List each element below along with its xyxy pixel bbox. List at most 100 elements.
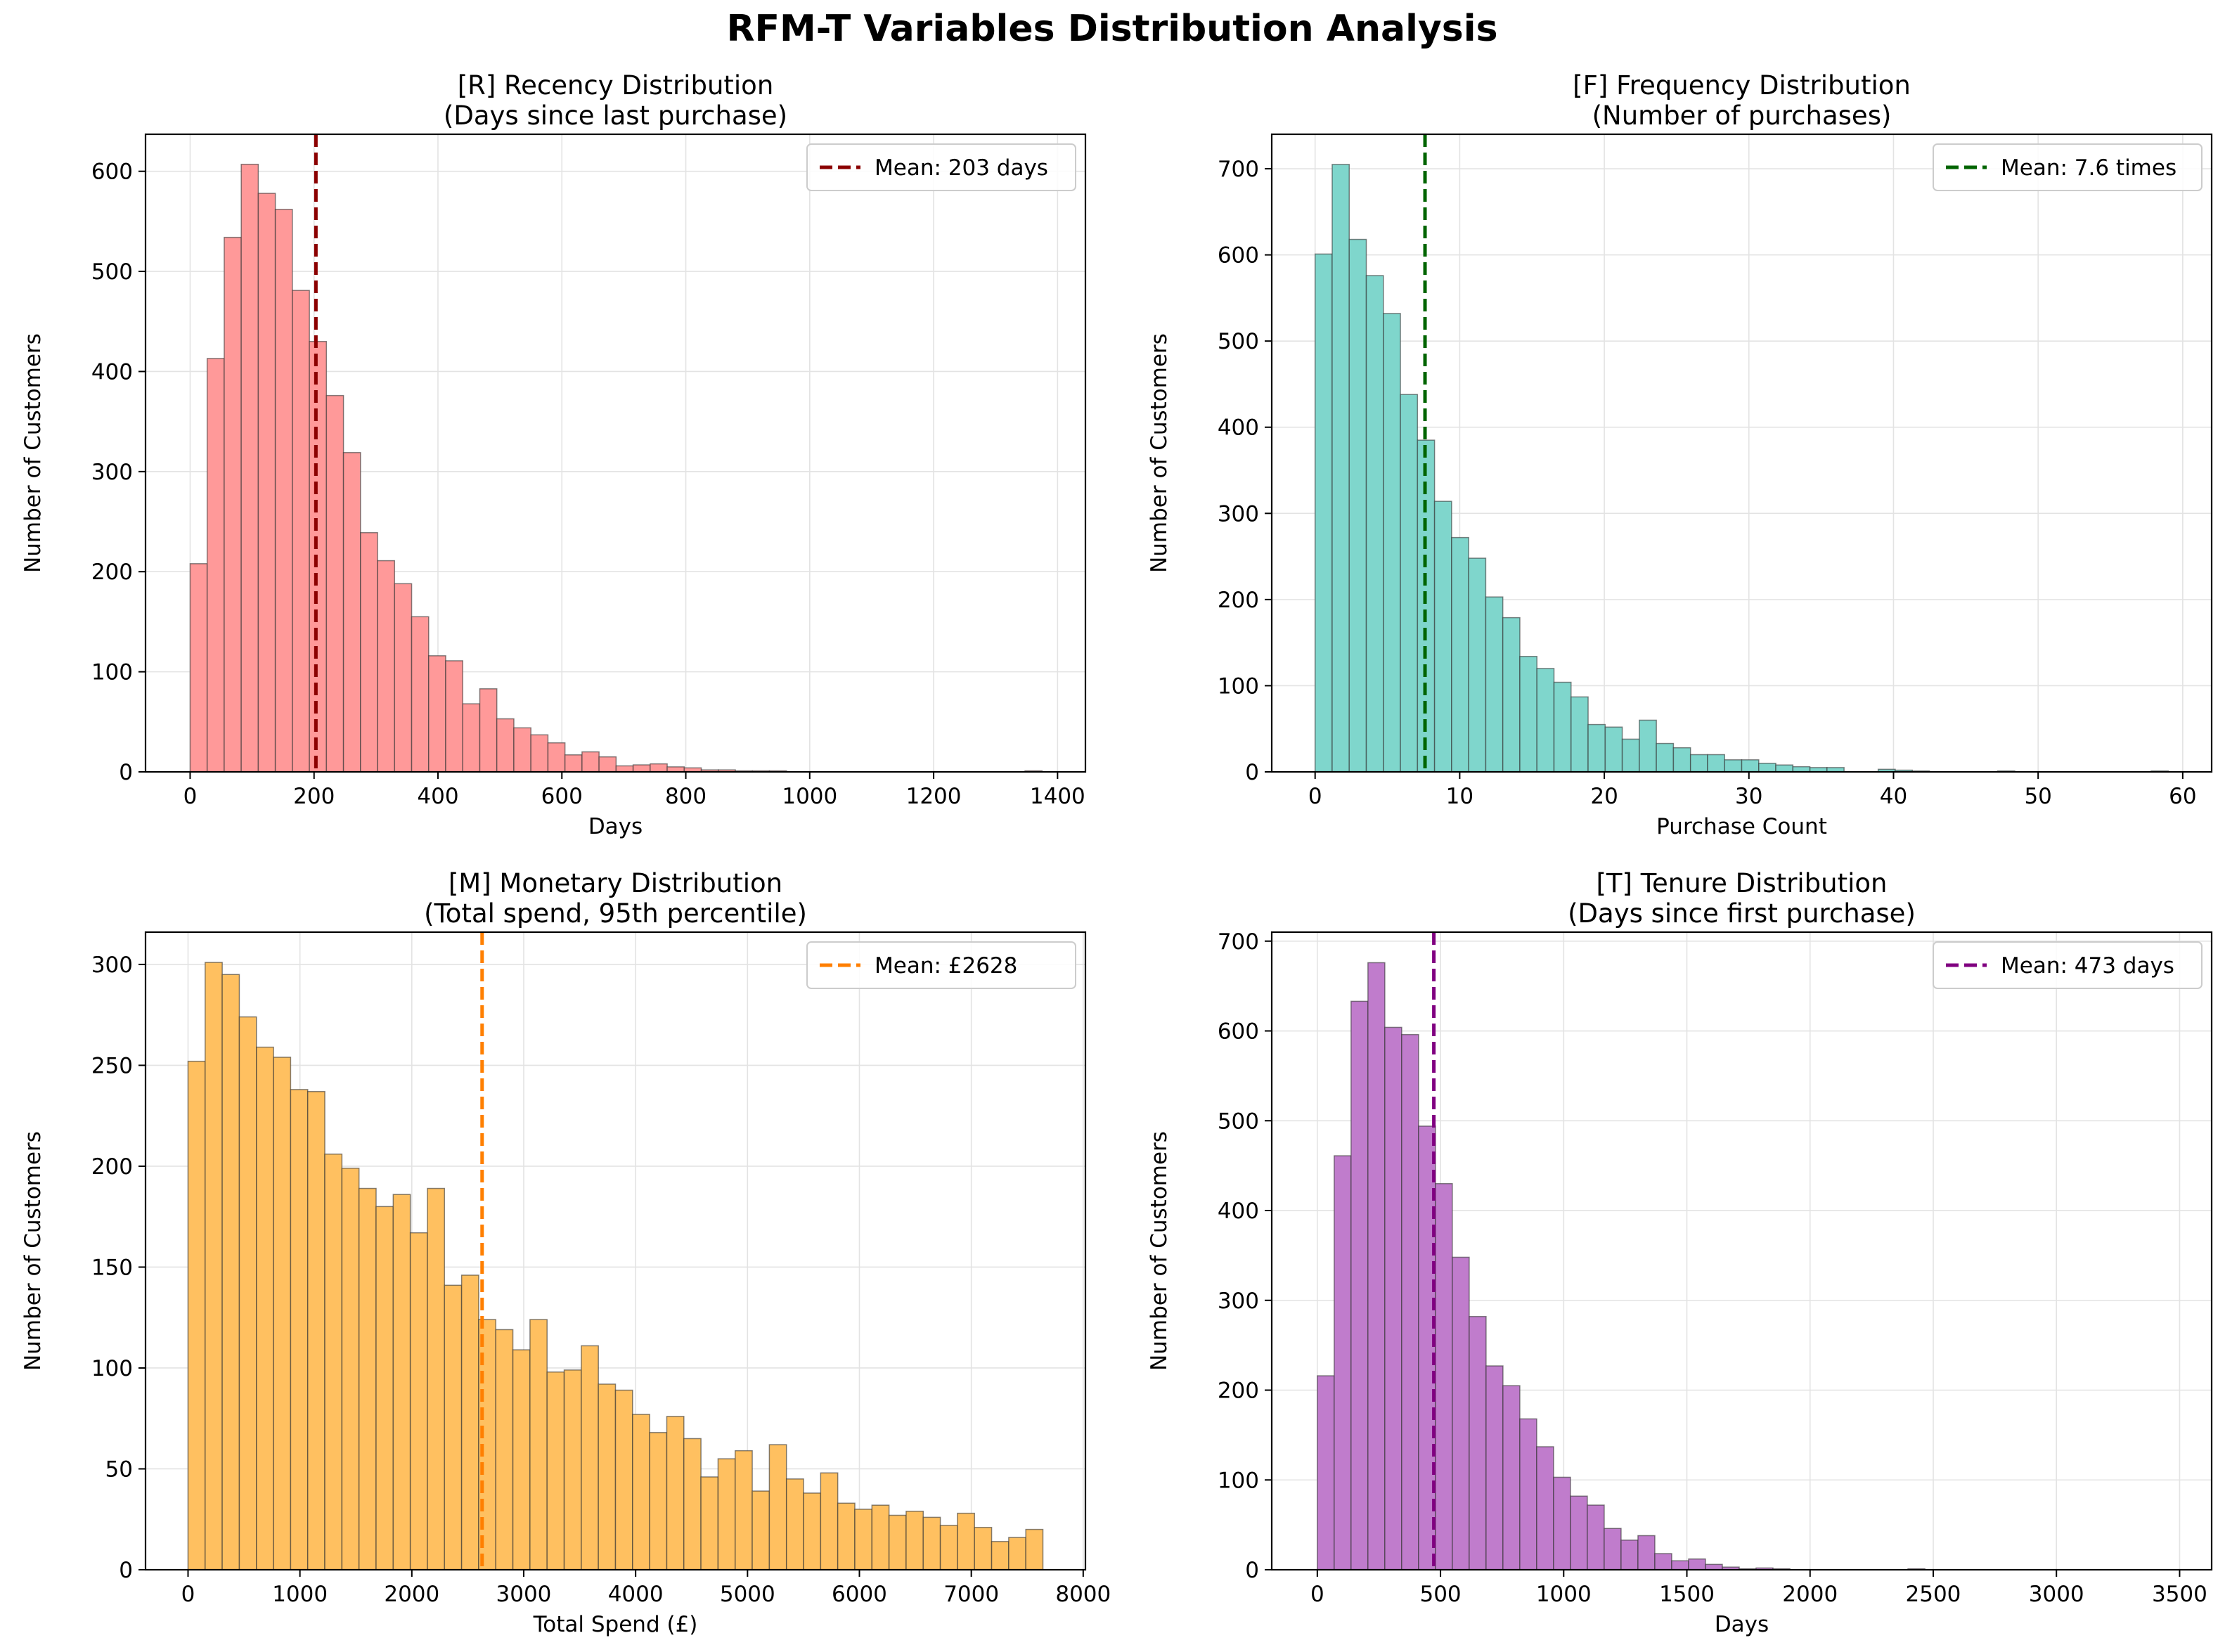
y-tick-label: 700 [1218,157,1259,182]
histogram-bars [1314,164,2169,773]
y-axis-label: Number of Customers [1147,333,1172,573]
histogram-bar [837,1502,856,1570]
histogram-bar [1707,754,1725,773]
histogram-bar [1553,1476,1571,1570]
x-tick-label: 0 [181,1582,195,1607]
histogram-bar [564,754,583,773]
histogram-bar [1705,1563,1723,1570]
histogram-bar [1571,696,1589,773]
x-tick-label: 2000 [384,1582,439,1607]
x-tick-label: 10 [1446,784,1473,809]
x-tick-label: 1200 [906,784,962,809]
x-tick-label: 8000 [1055,1582,1111,1607]
legend: Mean: 7.6 times [1933,143,2203,191]
histogram-bar [428,655,446,773]
y-axis-label: Number of Customers [1147,1131,1172,1371]
histogram-bar [615,765,634,773]
subplot-subtitle: (Number of purchases) [1592,101,1892,131]
histogram-bar [1671,1560,1689,1570]
histogram-bar [683,1438,702,1570]
histogram-bar [1401,1033,1419,1570]
x-tick-label: 1000 [1536,1582,1592,1607]
histogram-bar [614,1389,633,1570]
x-axis-label: Days [1715,1612,1769,1637]
histogram-bar [768,1444,787,1570]
histogram-bar [409,1232,428,1570]
histogram-bar [632,1414,650,1570]
legend-box [1933,143,2203,191]
x-tick-label: 400 [417,784,458,809]
histogram-bar [375,1206,394,1570]
histogram-bar [1758,762,1776,773]
axes-frame [1270,133,2213,773]
y-tick-label: 200 [91,560,133,585]
x-tick-label: 2000 [1782,1582,1838,1607]
histogram-bar [1485,1365,1504,1570]
axes-frame [1270,931,2213,1571]
x-tick-label: 60 [2169,784,2196,809]
histogram-bar [1672,747,1691,773]
y-tick-label: 50 [105,1457,133,1482]
histogram-bar [427,1187,446,1570]
histogram-bar [1792,766,1811,773]
figure-title: RFM-T Variables Distribution Analysis [726,8,1497,50]
subplot-subtitle: (Days since last purchase) [444,101,787,131]
histogram-bar [1519,1418,1537,1570]
histogram-bar [377,560,396,773]
y-tick-label: 100 [91,1356,133,1381]
x-tick-label: 0 [1310,1582,1324,1607]
histogram-bar [256,1046,274,1570]
histogram-bar [273,1057,292,1570]
y-tick-label: 0 [119,1558,133,1583]
histogram-bar [1621,738,1640,773]
y-tick-label: 400 [91,359,133,385]
histogram-bar [1314,253,1333,773]
y-tick-label: 300 [1218,1289,1259,1314]
x-tick-label: 50 [2024,784,2051,809]
histogram-bar [581,1345,599,1570]
histogram-bar [888,1514,907,1570]
histogram-bar [360,531,378,773]
histogram-bar [1656,742,1675,773]
y-tick-label: 600 [1218,243,1259,269]
histogram-bar [358,1187,377,1570]
histogram-bar [1348,238,1367,773]
histogram-bar [224,236,242,773]
subplot-title: [M] Monetary Distribution [449,868,782,898]
x-tick-label: 40 [1880,784,1907,809]
histogram-bar [1502,617,1521,773]
histogram-bar [462,703,481,773]
subplot-2: 0 1000 2000 3000 4000 5000 6000 7000 8000 0 50 100 1… [20,868,1111,1637]
histogram-bar [547,742,566,773]
histogram-bar [649,1432,668,1570]
y-tick-label: 200 [1218,1379,1259,1404]
subplot-1: 0 10 20 30 40 50 600100200300400500600700Purch… [1147,70,2213,839]
histogram-bar [957,1512,975,1570]
histogram-bar [513,727,531,773]
histogram-bar [1620,1540,1639,1570]
x-tick-label: 0 [1308,784,1322,809]
histogram-bar [1654,1553,1672,1570]
y-tick-label: 100 [1218,673,1259,699]
histogram-bar [1384,1026,1402,1570]
histogram-bar [444,1284,463,1570]
histogram-bar [221,974,240,1570]
histogram-bar [1553,681,1572,773]
histogram-bar [563,1369,582,1570]
histogram-bar [991,1541,1010,1570]
histogram-bar [292,290,310,773]
histogram-bar [1604,1528,1622,1570]
histogram-bar [274,209,293,773]
histogram-bar [752,1490,770,1570]
x-tick-label: 6000 [832,1582,887,1607]
y-tick-label: 400 [1218,1199,1259,1224]
histogram-bar [632,764,651,773]
x-tick-label: 7000 [943,1582,999,1607]
subplot-0: 0 200 400 600 800 1000 1200 1400 0 100 200 300 400 50… [20,70,1087,839]
x-tick-label: 800 [665,784,707,809]
legend: Mean: 473 days [1933,941,2203,989]
x-tick-label: 2500 [1906,1582,1961,1607]
y-tick-label: 100 [91,660,133,685]
